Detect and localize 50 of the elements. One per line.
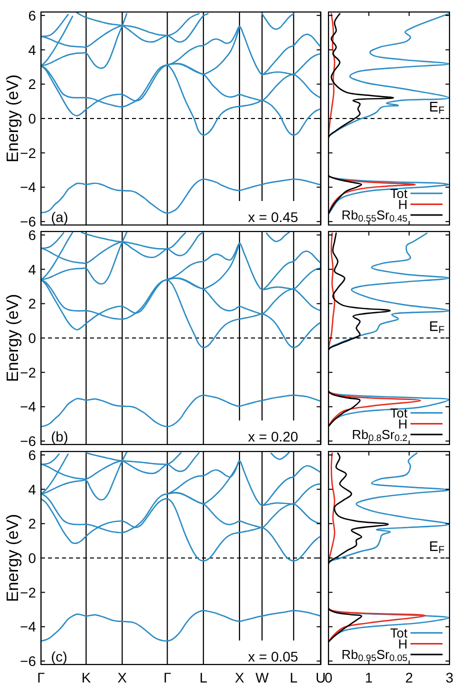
annotation: (b) xyxy=(51,428,68,444)
y-tick-label: −6 xyxy=(20,653,36,670)
annotation: x = 0.45 xyxy=(248,208,298,225)
x-tick-label: L xyxy=(290,670,298,686)
y-tick-label: 0 xyxy=(28,110,36,127)
legend-label: Tot xyxy=(390,625,408,640)
x-tick-label: 2 xyxy=(405,670,414,686)
y-tick-label: 4 xyxy=(28,42,36,58)
y-tick-label: −2 xyxy=(20,144,36,161)
y-tick-label: −2 xyxy=(20,364,36,380)
y-axis-title: Energy (eV) xyxy=(4,74,22,163)
ref-line-label: E$_{F}$ xyxy=(429,538,444,556)
legend-label: Rb$_{0.8}$Sr$_{0.2}$ xyxy=(352,427,408,444)
y-tick-label: 2 xyxy=(28,296,36,312)
ref-line-label: E$_{F}$ xyxy=(429,98,444,117)
ref-line-label: E$_{F}$ xyxy=(429,318,444,336)
y-tick-label: 0 xyxy=(28,330,36,346)
y-tick-label: −2 xyxy=(20,584,36,600)
y-tick-label: −4 xyxy=(20,618,36,635)
x-tick-label: L xyxy=(200,670,208,686)
y-tick-label: 2 xyxy=(28,516,36,532)
y-tick-label: 0 xyxy=(28,550,36,566)
x-tick-label: 1 xyxy=(364,670,373,686)
x-tick-label: 0 xyxy=(324,670,333,686)
legend-label: Rb$_{0.95}$Sr$_{0.05}$ xyxy=(342,647,408,664)
legend-label: Tot xyxy=(390,186,408,201)
x-tick-label: U xyxy=(316,670,326,686)
y-tick-label: −4 xyxy=(20,179,36,196)
x-tick-label: Γ xyxy=(37,670,46,686)
y-tick-label: −4 xyxy=(20,398,36,415)
x-tick-label: X xyxy=(118,670,128,686)
y-axis-title: Energy (eV) xyxy=(4,294,22,382)
y-axis-title: Energy (eV) xyxy=(4,514,22,602)
x-tick-label: K xyxy=(81,670,92,686)
y-tick-label: 2 xyxy=(28,76,36,92)
y-tick-label: 4 xyxy=(28,481,36,498)
legend-label: Rb$_{0.55}$Sr$_{0.45}$ xyxy=(342,208,408,224)
x-tick-label: W xyxy=(255,670,270,686)
annotation: x = 0.05 xyxy=(248,648,298,664)
annotation: (a) xyxy=(51,208,68,225)
x-tick-label: Γ xyxy=(163,670,172,686)
legend-label: Tot xyxy=(390,405,408,420)
x-tick-label: 3 xyxy=(446,670,454,686)
y-tick-label: 4 xyxy=(28,261,36,278)
y-tick-label: 6 xyxy=(28,446,36,463)
annotation: (c) xyxy=(51,648,68,664)
x-tick-label: X xyxy=(234,670,245,686)
annotation: x = 0.20 xyxy=(248,428,298,444)
y-tick-label: 6 xyxy=(28,7,36,24)
y-tick-label: −6 xyxy=(20,433,36,450)
